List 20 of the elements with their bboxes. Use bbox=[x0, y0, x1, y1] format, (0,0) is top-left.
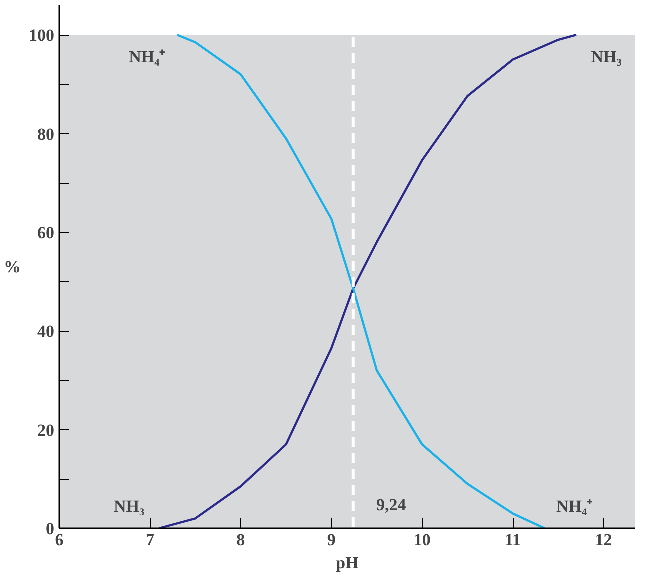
y-tick-label: 100 bbox=[29, 26, 54, 46]
x-tick-label: 6 bbox=[55, 530, 64, 550]
y-tick-label: 60 bbox=[38, 223, 54, 242]
x-tick-label: 9 bbox=[327, 530, 336, 550]
y-axis-title: % bbox=[4, 258, 21, 276]
x-tick-label: 10 bbox=[414, 530, 431, 550]
y-tick-label: 0 bbox=[46, 520, 54, 538]
y-tick-label: 20 bbox=[38, 420, 54, 440]
text: NH₃ bbox=[591, 48, 622, 67]
y-tick-label: 80 bbox=[38, 124, 54, 144]
series-label: NH₃ bbox=[114, 497, 145, 516]
x-tick-label: 11 bbox=[505, 530, 522, 550]
x-tick-label: 8 bbox=[236, 530, 246, 550]
series-label: NH₄⁺ bbox=[129, 48, 166, 67]
x-tick-label: 7 bbox=[146, 530, 155, 550]
x-tick-label: 12 bbox=[595, 530, 612, 550]
ref-line-label: 9,24 bbox=[376, 496, 407, 514]
text: NH₄⁺ bbox=[556, 497, 594, 516]
x-axis-title: pH bbox=[336, 554, 359, 572]
y-tick-label: 40 bbox=[38, 322, 54, 342]
